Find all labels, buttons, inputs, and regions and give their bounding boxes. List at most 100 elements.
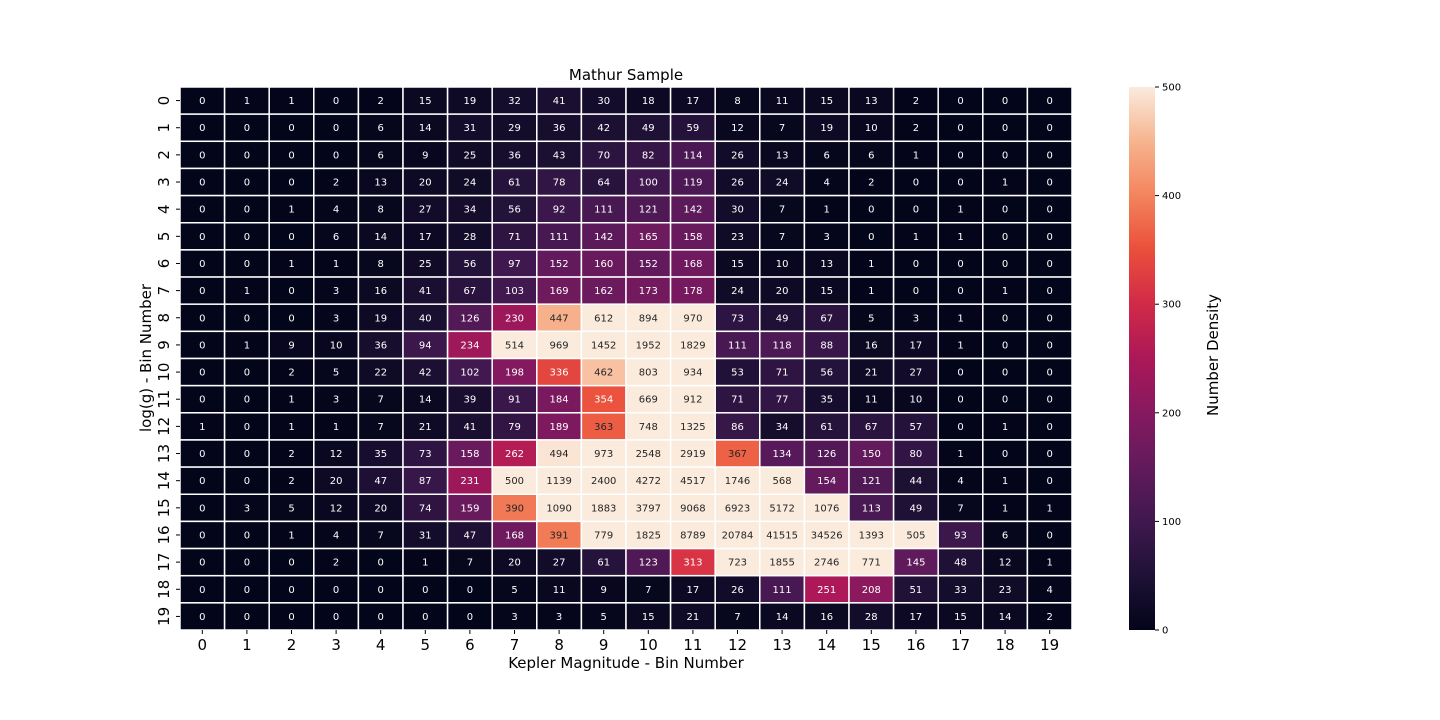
cell-value-label: 73 bbox=[419, 449, 432, 460]
cell-value-label: 71 bbox=[508, 232, 521, 243]
cell-value-label: 1090 bbox=[546, 503, 571, 514]
cell-value-label: 0 bbox=[244, 123, 250, 134]
cell-value-label: 0 bbox=[957, 422, 963, 433]
heatmap-cell bbox=[580, 140, 627, 170]
cell-value-label: 1952 bbox=[636, 340, 661, 351]
cell-value-label: 73 bbox=[731, 313, 744, 324]
cell-value-label: 0 bbox=[957, 150, 963, 161]
cell-value-label: 1 bbox=[333, 259, 339, 270]
cell-value-label: 0 bbox=[1047, 150, 1053, 161]
cell-value-label: 1 bbox=[288, 530, 294, 541]
cell-value-label: 1 bbox=[288, 205, 294, 216]
cell-value-label: 49 bbox=[776, 313, 789, 324]
cell-value-label: 12 bbox=[999, 558, 1012, 569]
cell-value-label: 11 bbox=[776, 96, 789, 107]
cell-value-label: 91 bbox=[508, 395, 521, 406]
heatmap-cell bbox=[446, 113, 493, 143]
cell-value-label: 42 bbox=[419, 368, 432, 379]
x-tick-label: 12 bbox=[728, 636, 747, 654]
heatmap-cell bbox=[223, 249, 270, 278]
cell-value-label: 19 bbox=[820, 123, 833, 134]
cell-value-label: 230 bbox=[505, 313, 524, 324]
heatmap-cell bbox=[491, 493, 538, 523]
heatmap-cell bbox=[625, 113, 672, 143]
cell-value-label: 1 bbox=[1002, 286, 1008, 297]
cell-value-label: 142 bbox=[683, 205, 702, 216]
cell-value-label: 771 bbox=[862, 558, 881, 569]
heatmap-cell bbox=[179, 167, 226, 197]
heatmap-cell bbox=[1026, 466, 1073, 496]
cell-value-label: 15 bbox=[820, 286, 833, 297]
cell-value-label: 15 bbox=[419, 96, 432, 107]
cell-value-label: 41 bbox=[464, 422, 477, 433]
heatmap-cell bbox=[669, 412, 716, 441]
cell-value-label: 114 bbox=[683, 150, 702, 161]
cell-value-label: 13 bbox=[865, 96, 878, 107]
cell-value-label: 0 bbox=[244, 232, 250, 243]
y-tick-label: 16 bbox=[155, 525, 173, 544]
cell-value-label: 363 bbox=[594, 422, 613, 433]
cell-value-label: 30 bbox=[731, 205, 744, 216]
cell-value-label: 0 bbox=[199, 340, 205, 351]
cell-value-label: 42 bbox=[597, 123, 610, 134]
cell-value-label: 0 bbox=[1047, 395, 1053, 406]
heatmap-cells: 0 1 1 0 2 15 19 32 41 30 18 17 8 11 15 13 2 0 0 00 0 0 0 6 14 31 2… bbox=[179, 86, 1073, 631]
colorbar bbox=[1129, 87, 1155, 630]
cell-value-label: 0 bbox=[467, 612, 473, 623]
heatmap-cell bbox=[669, 249, 716, 278]
y-tick-label: 5 bbox=[155, 232, 173, 242]
heatmap-cell bbox=[669, 439, 716, 468]
x-tick-label: 3 bbox=[331, 636, 341, 654]
heatmap-cell bbox=[1026, 602, 1073, 631]
cell-value-label: 0 bbox=[244, 368, 250, 379]
cell-value-label: 336 bbox=[550, 368, 569, 379]
cell-value-label: 9 bbox=[422, 150, 428, 161]
heatmap-cell bbox=[892, 602, 939, 631]
heatmap-cell bbox=[892, 167, 939, 197]
heatmap-cell bbox=[402, 439, 449, 468]
cell-value-label: 0 bbox=[422, 612, 428, 623]
heatmap-cell bbox=[268, 493, 315, 523]
cell-value-label: 87 bbox=[419, 476, 432, 487]
cell-value-label: 25 bbox=[419, 259, 432, 270]
cell-value-label: 1855 bbox=[769, 558, 794, 569]
cell-value-label: 4 bbox=[957, 476, 963, 487]
cell-value-label: 5172 bbox=[769, 503, 794, 514]
heatmap-cell bbox=[803, 167, 850, 197]
heatmap-cell bbox=[313, 167, 360, 197]
heatmap-cell bbox=[937, 194, 984, 224]
cell-value-label: 86 bbox=[731, 422, 744, 433]
heatmap-cell bbox=[937, 357, 984, 387]
heatmap-cell bbox=[669, 167, 716, 197]
cell-value-label: 61 bbox=[820, 422, 833, 433]
heatmap-cell bbox=[803, 384, 850, 414]
cell-value-label: 3 bbox=[511, 612, 517, 623]
x-tick-label: 13 bbox=[773, 636, 792, 654]
cell-value-label: 3 bbox=[824, 232, 830, 243]
cell-value-label: 0 bbox=[199, 150, 205, 161]
cell-value-label: 11 bbox=[553, 585, 566, 596]
cell-value-label: 14 bbox=[419, 123, 432, 134]
heatmap-cell bbox=[491, 303, 538, 333]
x-tick-label: 10 bbox=[639, 636, 658, 654]
heatmap-cell bbox=[892, 412, 939, 441]
x-tick-label: 8 bbox=[554, 636, 564, 654]
heatmap-cell bbox=[803, 520, 850, 550]
cell-value-label: 16 bbox=[374, 286, 387, 297]
cell-value-label: 34 bbox=[464, 205, 477, 216]
cell-value-label: 41 bbox=[553, 96, 566, 107]
cell-value-label: 0 bbox=[333, 96, 339, 107]
cell-value-label: 16 bbox=[820, 612, 833, 623]
cell-value-label: 0 bbox=[244, 205, 250, 216]
heatmap-cell bbox=[536, 547, 583, 577]
cell-value-label: 0 bbox=[957, 259, 963, 270]
cell-value-label: 803 bbox=[639, 368, 658, 379]
cell-value-label: 162 bbox=[594, 286, 613, 297]
cell-value-label: 1825 bbox=[636, 530, 661, 541]
heatmap-cell bbox=[1026, 194, 1073, 224]
x-tick-label: 15 bbox=[862, 636, 881, 654]
cell-value-label: 0 bbox=[957, 286, 963, 297]
heatmap-cell bbox=[491, 276, 538, 305]
cell-value-label: 24 bbox=[731, 286, 744, 297]
cell-value-label: 391 bbox=[550, 530, 569, 541]
